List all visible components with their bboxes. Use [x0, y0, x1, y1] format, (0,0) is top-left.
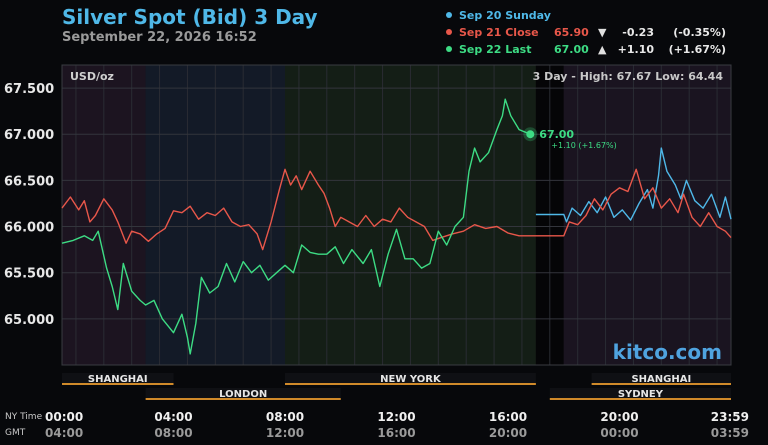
session-label: SYDNEY: [618, 389, 664, 400]
session-band-asia-late: [563, 65, 731, 365]
legend-percent: (+1.67%): [668, 43, 726, 56]
y-tick-label: 67.000: [4, 128, 54, 143]
range-summary: 3 Day - High: 67.67 Low: 64.44: [533, 70, 724, 83]
x-tick-label-ny: 20:00: [600, 410, 638, 424]
session-label: LONDON: [219, 389, 267, 400]
x-tick-label-gmt: 16:00: [377, 426, 415, 440]
legend-change: -0.23: [622, 26, 654, 39]
session-label: SHANGHAI: [631, 374, 691, 385]
x-axis-label-gmt: GMT: [5, 428, 26, 438]
x-tick-label-ny: 12:00: [377, 410, 415, 424]
chart-datetime: September 22, 2026 16:52: [62, 30, 257, 45]
session-label: SHANGHAI: [88, 374, 148, 385]
legend-item-close: Sep 21 Close 65.90 ▼ -0.23 (-0.35%): [446, 26, 736, 43]
x-tick-label-gmt: 12:00: [266, 426, 304, 440]
x-tick-label-ny: 04:00: [154, 410, 192, 424]
legend-value: 65.90: [554, 26, 589, 39]
series-line: [61, 168, 732, 251]
x-tick-label-ny: 16:00: [489, 410, 527, 424]
session-bar-bg: [591, 373, 731, 384]
x-tick-label-ny: 08:00: [266, 410, 304, 424]
legend-item-sunday: Sep 20 Sunday: [446, 9, 736, 26]
series-line: [535, 147, 732, 223]
legend: Sep 20 Sunday Sep 21 Close 65.90 ▼ -0.23…: [446, 9, 736, 60]
x-tick-label-ny: 00:00: [45, 410, 83, 424]
unit-label: USD/oz: [70, 70, 114, 83]
session-bar-bg: [549, 388, 731, 399]
session-bar-bg: [285, 373, 536, 384]
chart-title: Silver Spot (Bid) 3 Day: [62, 5, 318, 29]
watermark: kitco.com: [613, 340, 722, 364]
legend-dot-icon: [446, 46, 452, 52]
y-tick-label: 65.000: [4, 313, 54, 328]
legend-dot-icon: [446, 12, 452, 18]
x-tick-label-gmt: 04:00: [45, 426, 83, 440]
plot-border: [61, 64, 732, 366]
legend-dot-icon: [446, 29, 452, 35]
series-line: [61, 98, 531, 355]
x-axis-label-ny: NY Time: [5, 412, 43, 422]
x-tick-label-gmt: 03:59: [711, 426, 749, 440]
y-tick-label: 66.500: [4, 174, 54, 189]
legend-label: Sep 22 Last: [459, 43, 532, 56]
legend-item-last: Sep 22 Last 67.00 ▲ +1.10 (+1.67%): [446, 43, 736, 60]
legend-label: Sep 21 Close: [459, 26, 539, 39]
x-tick-label-gmt: 08:00: [154, 426, 192, 440]
x-tick-label-ny: 23:59: [711, 410, 749, 424]
legend-label: Sep 20 Sunday: [459, 9, 551, 22]
session-label: NEW YORK: [380, 374, 442, 385]
legend-percent: (-0.35%): [673, 26, 726, 39]
x-tick-label-gmt: 00:00: [600, 426, 638, 440]
last-point-change: +1.10 (+1.67%): [551, 141, 616, 150]
last-point-marker: [526, 130, 535, 139]
last-point-label: 67.00: [539, 128, 574, 141]
legend-value: 67.00: [554, 43, 589, 56]
session-bar-bg: [145, 388, 341, 399]
y-tick-label: 67.500: [4, 82, 54, 97]
session-bar-bg: [62, 373, 174, 384]
x-tick-label-gmt: 20:00: [489, 426, 527, 440]
y-tick-label: 65.500: [4, 267, 54, 282]
y-tick-label: 66.000: [4, 221, 54, 236]
up-arrow-icon: ▲: [598, 43, 607, 56]
legend-change: +1.10: [617, 43, 654, 56]
down-arrow-icon: ▼: [598, 26, 607, 39]
